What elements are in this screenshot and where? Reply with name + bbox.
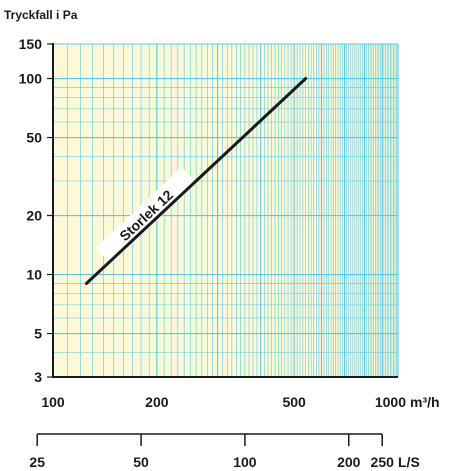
y-tick-label: 50 bbox=[26, 130, 42, 146]
x-tick-labels: 100 200 500 1000 bbox=[41, 394, 406, 410]
x-tick-label: 100 bbox=[41, 394, 65, 410]
series-label-background bbox=[95, 167, 197, 264]
x-axis-unit-ls: L/S bbox=[398, 454, 420, 470]
axes bbox=[52, 43, 398, 378]
y-tick-labels: 3 5 10 20 50 100 150 bbox=[19, 36, 53, 385]
secondary-x-tick-label: 100 bbox=[233, 454, 257, 470]
secondary-x-axis: 25 50 100 200 250 bbox=[29, 433, 395, 470]
x-axis-unit-m3h: m³/h bbox=[410, 394, 440, 410]
x-tick-label: 1000 bbox=[375, 394, 406, 410]
secondary-x-tick-label: 200 bbox=[337, 454, 361, 470]
y-tick-label: 150 bbox=[19, 36, 43, 52]
secondary-x-tick-label: 25 bbox=[29, 454, 45, 470]
y-tick-label: 3 bbox=[34, 369, 42, 385]
secondary-x-tick-label: 250 bbox=[371, 454, 395, 470]
y-axis-title: Tryckfall i Pa bbox=[4, 8, 78, 22]
y-tick-label: 10 bbox=[26, 267, 42, 283]
y-tick-label: 20 bbox=[26, 208, 42, 224]
series-line bbox=[84, 77, 308, 285]
secondary-x-tick-label: 50 bbox=[133, 454, 149, 470]
x-tick-label: 200 bbox=[145, 394, 169, 410]
plot-area bbox=[53, 44, 398, 377]
y-tick-label: 5 bbox=[34, 326, 42, 342]
grid bbox=[52, 43, 399, 378]
plot-background bbox=[53, 44, 398, 377]
y-tick-label: 100 bbox=[19, 71, 43, 87]
x-tick-label: 500 bbox=[282, 394, 306, 410]
